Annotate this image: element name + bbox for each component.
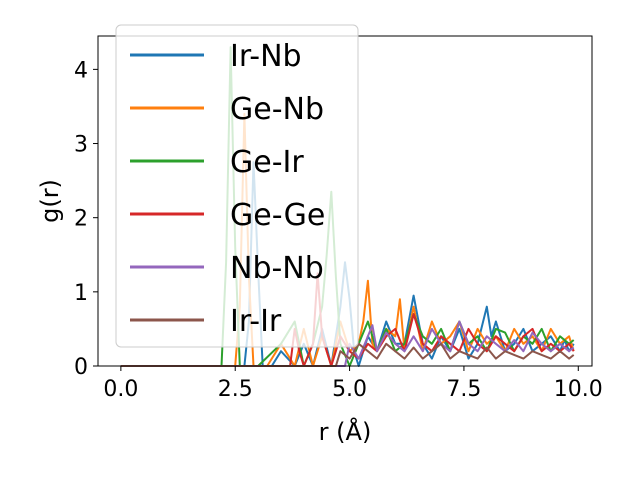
- y-axis-ticks: 0 1 2 3 4: [74, 58, 98, 380]
- series-line-ir-ir: [120, 342, 575, 367]
- y-tick-label: 4: [74, 58, 88, 83]
- y-tick-label: 1: [74, 281, 88, 306]
- legend-label-ge-nb: Ge-Nb: [230, 92, 324, 127]
- y-axis-label: g(r): [36, 179, 64, 223]
- series-line-nb-nb: [120, 320, 575, 367]
- x-tick-label: 7.5: [446, 377, 481, 402]
- legend-label-nb-nb: Nb-Nb: [230, 251, 324, 286]
- x-axis-ticks: 0.0 2.5 5.0 7.5 10.0: [103, 366, 603, 402]
- x-axis-label: r (Å): [319, 417, 372, 446]
- x-tick-label: 0.0: [103, 377, 138, 402]
- y-tick-label: 3: [74, 133, 88, 158]
- x-tick-label: 2.5: [218, 377, 253, 402]
- x-tick-label: 5.0: [332, 377, 367, 402]
- legend-items: Ir-Nb Ge-Nb Ge-Ir Ge-Ge Nb-Nb Ir-Ir: [130, 39, 325, 339]
- legend-label-ir-ir: Ir-Ir: [230, 304, 282, 339]
- y-tick-label: 0: [74, 355, 88, 380]
- legend-label-ir-nb: Ir-Nb: [230, 39, 302, 74]
- legend-label-ge-ir: Ge-Ir: [230, 145, 304, 180]
- y-tick-label: 2: [74, 207, 88, 232]
- legend-label-ge-ge: Ge-Ge: [230, 198, 325, 233]
- x-tick-label: 10.0: [554, 377, 603, 402]
- legend: Ir-Nb Ge-Nb Ge-Ir Ge-Ge Nb-Nb Ir-Ir: [115, 24, 359, 348]
